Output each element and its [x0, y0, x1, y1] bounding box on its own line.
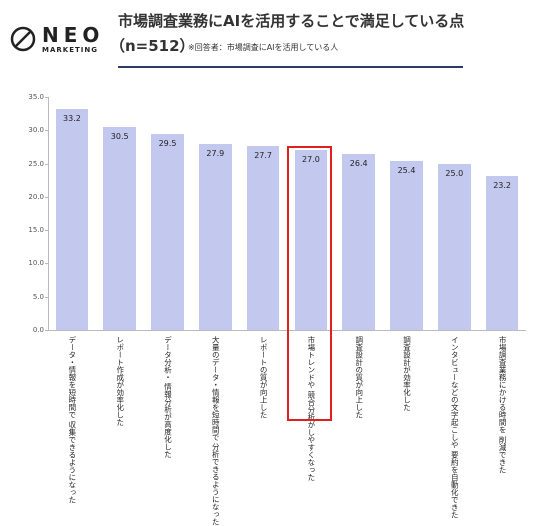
y-axis	[48, 97, 49, 330]
x-tick-line: 要約を自動化できた	[450, 450, 460, 519]
y-tick-label: 10.0	[28, 259, 44, 268]
x-tick-label: レポート作成が効率化した	[115, 336, 125, 426]
y-tick-label: 0.0	[32, 326, 44, 334]
y-tick-label: 15.0	[28, 226, 44, 235]
value-label: 29.5	[158, 138, 177, 148]
y-tick	[45, 296, 48, 298]
y-tick	[45, 163, 48, 165]
bar	[103, 126, 136, 330]
x-tick-label: 大量のデータ・情報を短時間で分析できるようになった	[210, 336, 220, 526]
value-label: 23.2	[493, 180, 511, 190]
x-tick-label: 市場トレンドや 競合分析がしやすくなった	[306, 336, 316, 481]
value-label: 25.4	[397, 165, 416, 175]
bar	[485, 175, 519, 330]
x-tick-label: レポートの質が向上した	[258, 336, 268, 419]
value-label: 25.0	[445, 168, 464, 178]
value-label: 33.2	[62, 113, 81, 123]
value-label: 27.0	[301, 155, 320, 165]
value-label: 27.9	[206, 149, 225, 159]
y-tick-label: 30.0	[28, 126, 44, 135]
page: NEO MARKETING 市場調査業務にAIを活用することで満足している点 （…	[10, 12, 526, 526]
x-tick-line: レポート作成が効率化した	[115, 336, 125, 426]
x-tick-line: データ・情報を短時間で	[67, 336, 77, 419]
value-label: 30.5	[110, 131, 129, 141]
x-tick-label: 調査設計の質が向上した	[354, 336, 364, 419]
bar	[199, 144, 232, 330]
x-tick-line: レポートの質が向上した	[259, 336, 269, 419]
x-tick-line: 情報分析が高度化した	[163, 383, 173, 458]
bar	[438, 163, 471, 330]
logo-sub: MARKETING	[42, 46, 98, 54]
x-tick-line: 収集できるようになった	[67, 420, 77, 504]
y-tick	[45, 97, 48, 98]
note: ※回答者：市場調査にAIを活用している人	[188, 43, 339, 52]
x-tick-line: 市場調査業務にかける時間を	[498, 336, 508, 434]
x-tick-line: 分析できるようになった	[211, 443, 221, 526]
logo-icon	[10, 26, 36, 52]
x-tick-label: 調査設計が効率化した	[402, 336, 412, 411]
x-tick-line: 削減できた	[498, 435, 508, 474]
x-tick-line: 市場トレンドや	[306, 336, 316, 389]
x-tick-line: 調査設計が効率化した	[402, 336, 412, 411]
chart-title: 市場調査業務にAIを活用することで満足している点	[118, 12, 465, 30]
logo-text: NEO	[42, 23, 105, 47]
x-tick-label: 市場調査業務にかける時間を 削減できた	[497, 336, 507, 473]
y-tick-label: 35.0	[28, 93, 44, 101]
y-tick-label: 20.0	[28, 192, 44, 201]
bar	[151, 133, 184, 330]
x-tick-line: インタビューなどの文字起こしや	[450, 336, 460, 449]
y-tick	[45, 230, 48, 232]
y-tick-label: 25.0	[28, 159, 44, 168]
x-tick-label: インタビューなどの文字起こしや 要約を自動化できた	[449, 336, 459, 518]
value-label: 27.7	[254, 150, 272, 160]
y-tick	[45, 130, 48, 132]
y-tick	[45, 263, 48, 265]
x-tick-label: データ・情報を短時間で 収集できるようになった	[67, 336, 77, 503]
value-label: 26.4	[349, 159, 368, 169]
x-tick-line: 競合分析がしやすくなった	[306, 390, 316, 481]
y-tick	[45, 196, 48, 198]
bar	[246, 145, 280, 330]
x-tick-line: 調査設計の質が向上した	[354, 336, 364, 419]
divider	[118, 66, 463, 68]
y-tick	[45, 330, 48, 331]
x-tick-line: 大量のデータ・情報を短時間で	[211, 336, 221, 441]
highlight-box	[287, 146, 332, 421]
chart-subtitle: （n=512）	[110, 37, 195, 55]
x-tick-line: データ分析・	[163, 336, 173, 381]
bar	[55, 108, 89, 330]
x-tick-label: データ分析・情報分析が高度化した	[163, 336, 173, 458]
bar	[390, 160, 423, 330]
bar	[342, 154, 375, 330]
bar	[294, 150, 328, 330]
y-tick-label: 5.0	[32, 292, 44, 301]
